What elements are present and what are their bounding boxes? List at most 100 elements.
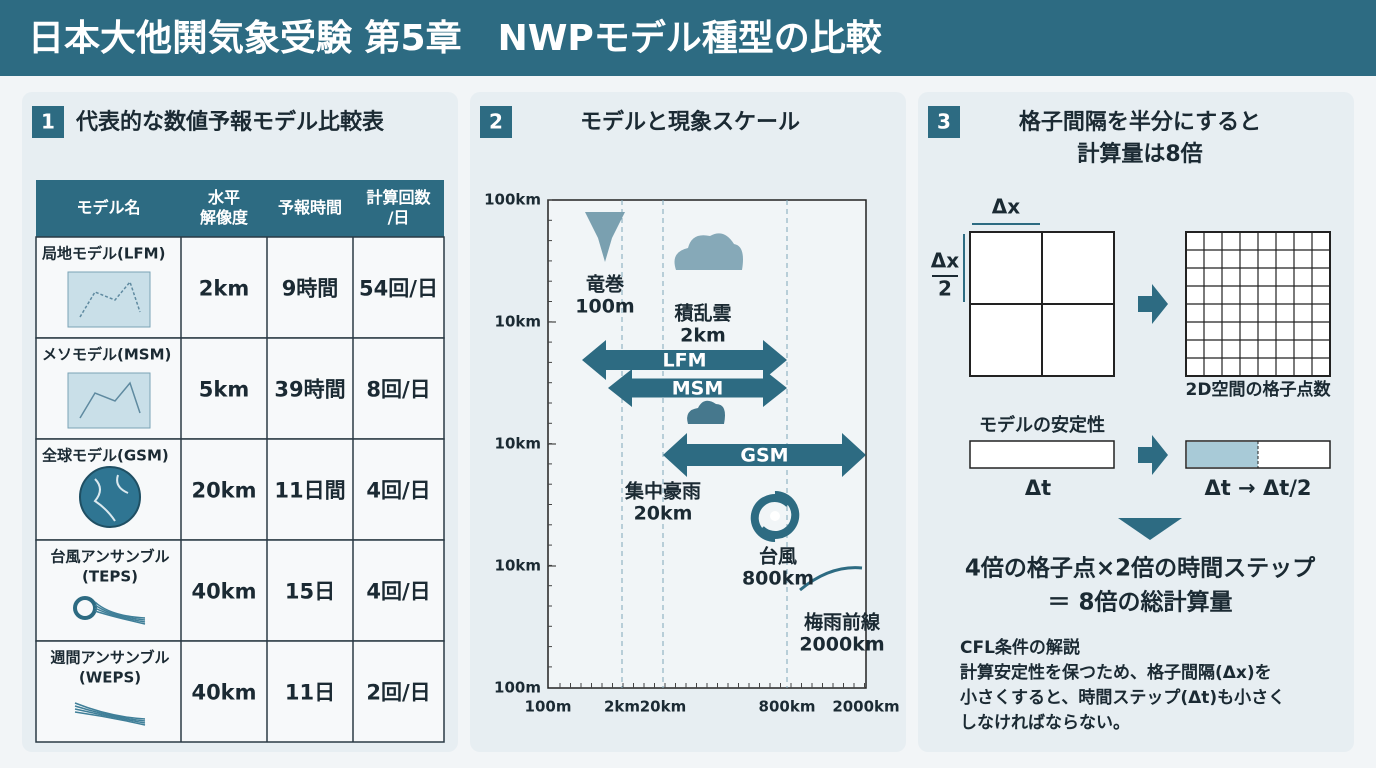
dx-half-label: Δx bbox=[931, 249, 959, 273]
column-header: 予報時間 bbox=[278, 198, 342, 217]
cell-value: 11日間 bbox=[274, 479, 345, 503]
model-name: メソモデル(MSM) bbox=[42, 346, 171, 364]
dx-half-label: 2 bbox=[938, 277, 952, 301]
cell-value: 5km bbox=[199, 378, 249, 402]
cell-value: 40km bbox=[191, 681, 256, 705]
cell-value: 2km bbox=[199, 277, 249, 301]
dt-half-label: Δt → Δt/2 bbox=[1204, 476, 1311, 500]
map-icon bbox=[79, 280, 141, 318]
chevron-arrow bbox=[1138, 284, 1168, 324]
result-text: ＝ 8倍の総計算量 bbox=[1047, 589, 1232, 616]
cell-value: 8回/日 bbox=[366, 378, 430, 402]
model-name: (TEPS) bbox=[82, 568, 138, 586]
phenomenon-name: 梅雨前線 bbox=[804, 611, 881, 634]
model-name: 全球モデル(GSM) bbox=[42, 447, 169, 465]
model-label: GSM bbox=[740, 445, 788, 467]
model-name: (WEPS) bbox=[79, 669, 141, 687]
column-header: 計算回数 bbox=[366, 188, 431, 207]
typhoon-eye bbox=[770, 511, 780, 521]
model-label: LFM bbox=[663, 350, 707, 372]
panel-title: 計算量は8倍 bbox=[1077, 141, 1202, 167]
phenomenon-name: 積乱雲 bbox=[674, 302, 731, 325]
panel-title: モデルと現象スケール bbox=[580, 109, 800, 135]
y-axis-label: 10km bbox=[495, 313, 541, 331]
badge-number: 1 bbox=[41, 110, 55, 134]
tornado-icon bbox=[585, 212, 625, 262]
track-icon bbox=[94, 610, 146, 625]
panel-title: 代表的な数値予報モデル比較表 bbox=[75, 109, 385, 135]
x-axis-label: 20km bbox=[640, 698, 686, 716]
column-header: 水平 bbox=[207, 188, 240, 207]
y-axis-label: 10km bbox=[495, 435, 541, 453]
cloud-icon bbox=[674, 233, 743, 270]
table-header bbox=[36, 180, 444, 237]
y-axis-label: 10km bbox=[495, 557, 541, 575]
globe-icon bbox=[79, 466, 141, 528]
table-row bbox=[35, 640, 445, 743]
phenomenon-name: 集中豪雨 bbox=[624, 480, 701, 503]
track-icon bbox=[74, 705, 146, 722]
result-text: 4倍の格子点×2倍の時間ステップ bbox=[965, 555, 1316, 582]
phenomenon-name: 竜巻 bbox=[586, 273, 625, 296]
table-row bbox=[35, 539, 445, 642]
page-title: 日本大他鬨気象受験 第5章 NWPモデル種型の比較 bbox=[28, 17, 883, 59]
y-axis-label: 100km bbox=[484, 191, 541, 209]
cfl-text: 小さくすると、時間ステップ(Δt)も小さく bbox=[960, 687, 1285, 708]
typhoon-icon bbox=[750, 490, 800, 543]
dx-label: Δx bbox=[992, 195, 1020, 219]
front-icon bbox=[799, 566, 863, 592]
range-arrow bbox=[582, 340, 787, 380]
cell-value: 39時間 bbox=[274, 378, 345, 402]
track-icon bbox=[94, 604, 146, 621]
track-icon bbox=[94, 607, 146, 623]
globe-icon bbox=[93, 474, 129, 522]
number-badge bbox=[480, 106, 512, 138]
number-badge bbox=[928, 106, 960, 138]
phenomenon-scale: 100m bbox=[575, 296, 634, 318]
range-arrow bbox=[608, 369, 787, 407]
cell-value: 9時間 bbox=[282, 277, 339, 301]
rain-cloud-icon bbox=[687, 400, 725, 424]
model-name: 台風アンサンブル bbox=[51, 548, 170, 566]
phenomenon-scale: 20km bbox=[634, 503, 693, 525]
model-label: MSM bbox=[672, 378, 724, 400]
cell-value: 15日 bbox=[285, 580, 335, 604]
cell-value: 2回/日 bbox=[366, 681, 430, 705]
down-arrow bbox=[1118, 518, 1182, 540]
column-header: /日 bbox=[388, 208, 410, 227]
panel-title: 格子間隔を半分にすると bbox=[1019, 109, 1261, 135]
stability-label: モデルの安定性 bbox=[979, 414, 1105, 436]
grid-caption: 2D空間の格子点数 bbox=[1186, 379, 1332, 400]
map-icon bbox=[79, 381, 141, 419]
badge-number: 3 bbox=[937, 110, 951, 134]
half-step bbox=[1187, 442, 1258, 467]
track-icon bbox=[94, 601, 146, 619]
phenomenon-name: 台風 bbox=[759, 545, 797, 568]
header-bar bbox=[0, 0, 1376, 76]
model-name: 週間アンサンブル bbox=[51, 649, 170, 667]
phenomenon-scale: 2000km bbox=[799, 634, 884, 656]
map-icon bbox=[67, 271, 151, 328]
x-axis-label: 2000km bbox=[832, 698, 899, 716]
column-header: 解像度 bbox=[200, 208, 249, 227]
badge-number: 2 bbox=[489, 110, 503, 134]
number-badge bbox=[32, 106, 64, 138]
column-header: モデル名 bbox=[76, 198, 140, 217]
map-icon bbox=[67, 372, 151, 429]
cfl-title: CFL条件の解説 bbox=[960, 637, 1080, 658]
model-name: 局地モデル(LFM) bbox=[41, 245, 165, 263]
x-axis-label: 100m bbox=[525, 698, 572, 716]
track-icon bbox=[74, 708, 146, 724]
chevron-arrow bbox=[1138, 435, 1168, 475]
track-icon bbox=[74, 702, 146, 720]
track-icon bbox=[74, 711, 146, 726]
phenomenon-scale: 2km bbox=[680, 325, 726, 347]
y-axis-label: 100m bbox=[494, 679, 541, 697]
x-axis-label: 2km bbox=[604, 698, 640, 716]
range-arrow bbox=[663, 433, 866, 477]
x-axis-label: 800km bbox=[759, 698, 816, 716]
cfl-text: しなければならない。 bbox=[960, 713, 1130, 733]
cell-value: 54回/日 bbox=[359, 277, 438, 301]
cell-value: 11日 bbox=[285, 681, 335, 705]
cell-value: 4回/日 bbox=[366, 479, 430, 503]
